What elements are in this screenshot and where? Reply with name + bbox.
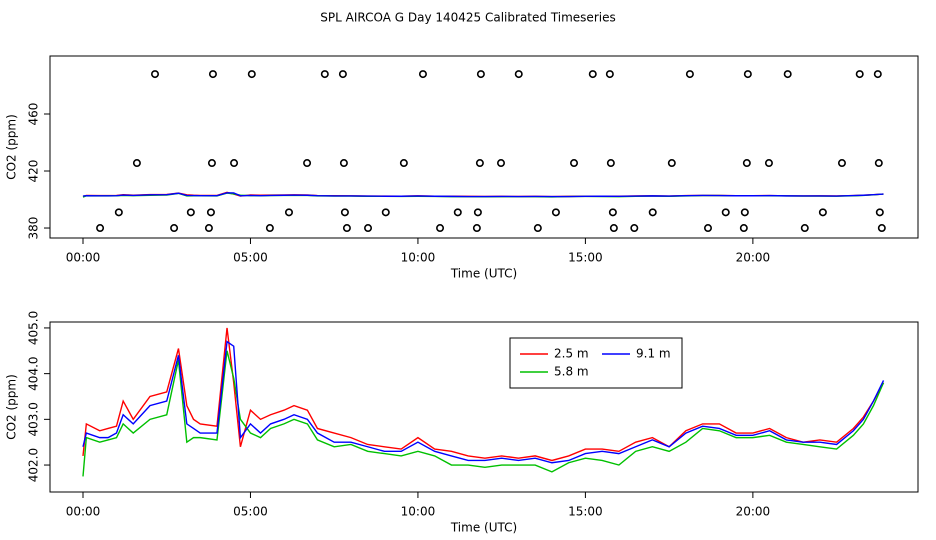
calibration-point — [338, 70, 347, 79]
x-tick-label: 15:00 — [568, 251, 603, 265]
calibration-point — [364, 224, 373, 233]
calibration-point — [874, 159, 883, 168]
x-tick-label: 15:00 — [568, 505, 603, 519]
calibration-point — [514, 70, 523, 79]
plot-frame — [49, 321, 919, 493]
calibration-point — [96, 224, 105, 233]
calibration-point — [476, 70, 485, 79]
x-axis-label: Time (UTC) — [450, 267, 517, 281]
x-tick-label: 20:00 — [736, 251, 771, 265]
calibration-point — [533, 224, 542, 233]
series-line — [82, 350, 885, 477]
calibration-point — [475, 159, 484, 168]
calibration-point — [320, 70, 329, 79]
calibration-point — [453, 208, 462, 217]
calibration-point — [399, 159, 408, 168]
calibration-point — [605, 70, 614, 79]
calibration-point — [339, 159, 348, 168]
x-tick-label: 05:00 — [233, 505, 268, 519]
calibration-point — [873, 70, 882, 79]
calibration-point — [247, 70, 256, 79]
calibration-point — [743, 70, 752, 79]
calibration-point — [721, 208, 730, 217]
calibration-point — [740, 208, 749, 217]
calibration-point — [667, 159, 676, 168]
series-line — [82, 327, 885, 462]
calibration-point — [230, 159, 239, 168]
calibration-point — [472, 224, 481, 233]
y-tick-label: 420 — [27, 160, 41, 183]
calibration-point — [608, 208, 617, 217]
calibration-point — [855, 70, 864, 79]
legend-label: 2.5 m — [554, 347, 589, 361]
calibration-point — [818, 208, 827, 217]
x-tick-label: 10:00 — [401, 505, 436, 519]
calibration-point — [837, 159, 846, 168]
calibration-point — [265, 224, 274, 233]
series-line — [82, 192, 884, 198]
calibration-point — [170, 224, 179, 233]
calibration-point — [742, 159, 751, 168]
calibration-point — [588, 70, 597, 79]
y-tick-label: 405.0 — [27, 311, 41, 345]
calibration-point — [132, 159, 141, 168]
calibration-point — [186, 208, 195, 217]
x-tick-label: 10:00 — [401, 251, 436, 265]
y-tick-label: 403.0 — [27, 402, 41, 436]
calibration-point — [783, 70, 792, 79]
legend-label: 9.1 m — [636, 347, 671, 361]
calibration-point — [648, 208, 657, 217]
y-tick-label: 404.0 — [27, 356, 41, 390]
x-tick-label: 20:00 — [736, 505, 771, 519]
calibration-point — [381, 208, 390, 217]
calibration-point — [570, 159, 579, 168]
x-tick-label: 00:00 — [66, 505, 101, 519]
y-tick-label: 402.0 — [27, 448, 41, 482]
calibration-point — [764, 159, 773, 168]
calibration-point — [340, 208, 349, 217]
calibration-point — [206, 208, 215, 217]
calibration-point — [342, 224, 351, 233]
legend-label: 5.8 m — [554, 365, 589, 379]
figure-title: SPL AIRCOA G Day 140425 Calibrated Times… — [320, 11, 615, 25]
calibration-point — [418, 70, 427, 79]
calibration-point — [473, 208, 482, 217]
x-tick-label: 05:00 — [233, 251, 268, 265]
calibration-point — [685, 70, 694, 79]
calibration-point — [284, 208, 293, 217]
calibration-point — [739, 224, 748, 233]
calibration-point — [436, 224, 445, 233]
calibration-point — [800, 224, 809, 233]
series-line — [82, 340, 885, 464]
y-axis-label: CO2 (ppm) — [5, 374, 19, 440]
plot-frame — [49, 55, 919, 239]
calibration-point — [204, 224, 213, 233]
calibration-point — [877, 224, 886, 233]
y-axis-label: CO2 (ppm) — [5, 114, 19, 180]
calibration-point — [114, 208, 123, 217]
calibration-point — [303, 159, 312, 168]
legend-box — [509, 337, 683, 389]
calibration-point — [496, 159, 505, 168]
y-tick-label: 460 — [27, 103, 41, 126]
calibration-point — [551, 208, 560, 217]
calibration-point — [207, 159, 216, 168]
calibration-point — [703, 224, 712, 233]
calibration-point — [875, 208, 884, 217]
x-tick-label: 00:00 — [66, 251, 101, 265]
calibration-point — [630, 224, 639, 233]
calibration-point — [151, 70, 160, 79]
calibration-point — [208, 70, 217, 79]
calibration-point — [606, 159, 615, 168]
calibration-point — [609, 224, 618, 233]
x-axis-label: Time (UTC) — [450, 521, 517, 535]
y-tick-label: 380 — [27, 217, 41, 240]
